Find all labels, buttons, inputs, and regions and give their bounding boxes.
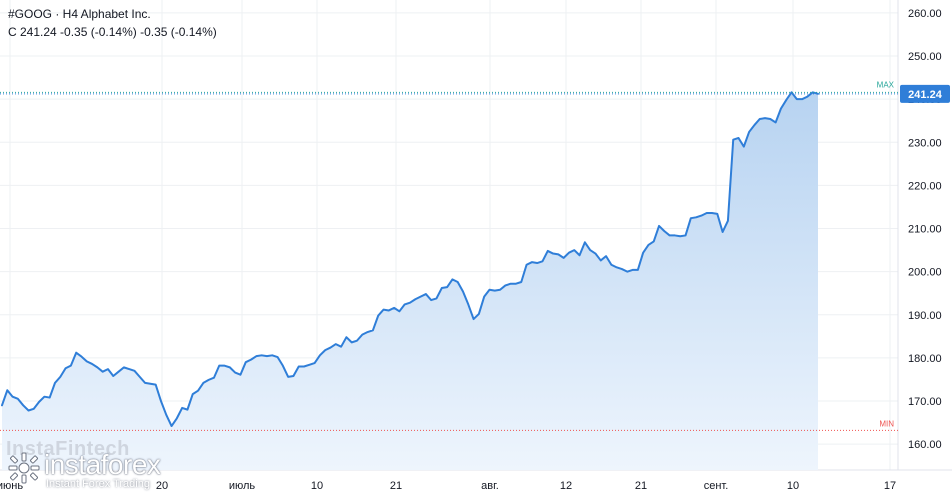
x-tick-label: 21 — [635, 480, 647, 492]
y-tick-label: 250.00 — [908, 51, 942, 63]
y-tick-label: 190.00 — [908, 310, 942, 322]
ohlc-readout: C 241.24 -0.35 (-0.14%) -0.35 (-0.14%) — [8, 25, 217, 39]
brand-name: instaforex — [44, 449, 161, 480]
x-tick-label: 10 — [311, 480, 323, 492]
y-tick-label: 170.00 — [908, 396, 942, 408]
chart-header: #GOOG · H4 Alphabet Inc. C 241.24 -0.35 … — [8, 6, 217, 40]
x-tick-label: 21 — [390, 480, 402, 492]
y-tick-label: 160.00 — [908, 439, 942, 451]
symbol-title: #GOOG · H4 Alphabet Inc. — [8, 7, 151, 21]
x-tick-label: 17 — [884, 480, 896, 492]
x-tick-label: июль — [229, 480, 256, 492]
watermark-text: InstaFintech — [6, 438, 130, 460]
y-tick-label: 210.00 — [908, 224, 942, 236]
y-tick-label: 200.00 — [908, 267, 942, 279]
y-tick-label: 230.00 — [908, 137, 942, 149]
x-tick-label: сент. — [704, 480, 729, 492]
x-tick-label: июнь — [0, 480, 23, 492]
price-line — [1, 91, 819, 428]
price-area-fill — [2, 92, 818, 470]
instaforex-logo-icon — [8, 452, 40, 489]
x-tick-label: 12 — [560, 480, 572, 492]
x-tick-label: 20 — [156, 480, 168, 492]
y-tick-label: 180.00 — [908, 353, 942, 365]
last-price-label: 241.24 — [908, 89, 943, 101]
max-label: MAX — [877, 80, 895, 89]
y-tick-label: 260.00 — [908, 8, 942, 20]
min-label: MIN — [879, 419, 894, 428]
x-tick-label: авг. — [481, 480, 499, 492]
last-price-badge — [900, 84, 950, 103]
y-tick-label: 220.00 — [908, 180, 942, 192]
brand-tagline: Instant Forex Trading — [46, 478, 150, 490]
x-tick-label: 10 — [787, 480, 799, 492]
